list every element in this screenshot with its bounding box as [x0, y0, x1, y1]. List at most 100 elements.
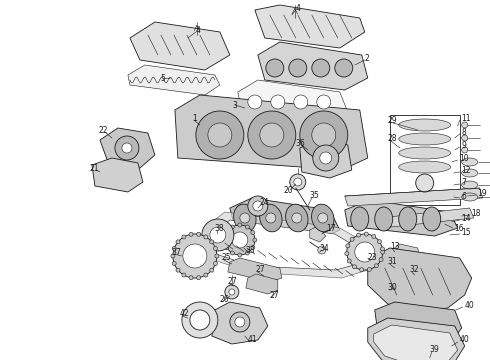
Polygon shape	[310, 226, 326, 242]
Circle shape	[312, 59, 330, 77]
Ellipse shape	[351, 207, 369, 231]
Text: 33: 33	[246, 246, 256, 255]
Polygon shape	[92, 158, 143, 192]
Polygon shape	[246, 274, 278, 294]
FancyBboxPatch shape	[390, 115, 460, 205]
Circle shape	[204, 235, 208, 239]
Circle shape	[172, 261, 176, 266]
Text: 28: 28	[388, 134, 397, 143]
Circle shape	[379, 258, 383, 262]
Text: 21: 21	[90, 163, 99, 172]
Circle shape	[346, 244, 350, 248]
Text: 19: 19	[478, 189, 488, 198]
Text: 32: 32	[410, 266, 419, 274]
Circle shape	[260, 123, 284, 147]
Circle shape	[196, 232, 201, 236]
Circle shape	[122, 143, 132, 153]
Polygon shape	[300, 138, 352, 178]
Text: 39: 39	[430, 346, 440, 355]
Circle shape	[230, 225, 234, 229]
Circle shape	[173, 234, 217, 278]
Circle shape	[176, 240, 180, 244]
Ellipse shape	[399, 161, 451, 173]
Text: 4: 4	[296, 4, 301, 13]
Circle shape	[229, 289, 235, 295]
Circle shape	[350, 237, 354, 241]
Polygon shape	[368, 318, 465, 360]
Ellipse shape	[399, 133, 451, 145]
Ellipse shape	[399, 207, 416, 231]
Circle shape	[235, 317, 245, 327]
Polygon shape	[100, 128, 155, 168]
Polygon shape	[130, 22, 230, 70]
Ellipse shape	[462, 169, 478, 177]
Circle shape	[245, 225, 249, 229]
Circle shape	[266, 59, 284, 77]
Circle shape	[202, 219, 234, 251]
Text: 41: 41	[248, 336, 257, 345]
Circle shape	[182, 302, 218, 338]
Text: 35: 35	[310, 190, 319, 199]
Text: 36: 36	[296, 139, 306, 148]
Circle shape	[318, 213, 328, 223]
Circle shape	[230, 312, 250, 332]
Circle shape	[345, 252, 349, 256]
Circle shape	[225, 230, 229, 234]
Circle shape	[245, 251, 249, 255]
Circle shape	[360, 268, 364, 272]
Text: 11: 11	[462, 113, 471, 122]
Circle shape	[230, 251, 234, 255]
Text: 27: 27	[270, 291, 279, 300]
Ellipse shape	[399, 147, 451, 159]
Text: 31: 31	[388, 257, 397, 266]
Circle shape	[225, 225, 255, 255]
Polygon shape	[374, 325, 458, 360]
Text: 8: 8	[462, 127, 466, 136]
Circle shape	[251, 246, 255, 249]
Polygon shape	[128, 65, 220, 95]
Circle shape	[214, 247, 218, 251]
Circle shape	[266, 213, 276, 223]
Circle shape	[189, 276, 193, 280]
Circle shape	[172, 247, 176, 251]
Ellipse shape	[462, 181, 478, 189]
Circle shape	[253, 201, 263, 211]
Text: 27: 27	[256, 266, 266, 274]
Circle shape	[210, 240, 214, 244]
Circle shape	[294, 178, 302, 186]
Polygon shape	[255, 5, 365, 48]
Text: 30: 30	[388, 284, 397, 292]
Text: 23: 23	[368, 253, 377, 262]
Circle shape	[196, 111, 244, 159]
Circle shape	[289, 59, 307, 77]
Circle shape	[347, 259, 351, 263]
Circle shape	[368, 267, 371, 271]
Ellipse shape	[260, 204, 282, 232]
Text: 24: 24	[260, 198, 270, 207]
Text: 12: 12	[462, 166, 471, 175]
Circle shape	[416, 174, 434, 192]
Circle shape	[204, 273, 208, 277]
Circle shape	[462, 122, 467, 128]
Circle shape	[225, 285, 239, 299]
Polygon shape	[368, 248, 472, 312]
Polygon shape	[345, 200, 458, 236]
Circle shape	[462, 147, 467, 153]
Polygon shape	[380, 208, 474, 228]
Circle shape	[189, 232, 193, 236]
Text: 42: 42	[180, 310, 190, 319]
Text: 40: 40	[460, 336, 469, 345]
Text: 4: 4	[196, 26, 201, 35]
Text: 26: 26	[220, 296, 229, 305]
Ellipse shape	[312, 204, 334, 232]
Polygon shape	[175, 95, 368, 170]
Ellipse shape	[462, 193, 478, 201]
Ellipse shape	[234, 204, 256, 232]
Circle shape	[238, 253, 242, 257]
Circle shape	[248, 95, 262, 109]
Text: 14: 14	[462, 213, 471, 222]
Circle shape	[294, 95, 308, 109]
Circle shape	[381, 250, 385, 254]
Text: 29: 29	[388, 116, 397, 125]
Circle shape	[210, 268, 214, 272]
